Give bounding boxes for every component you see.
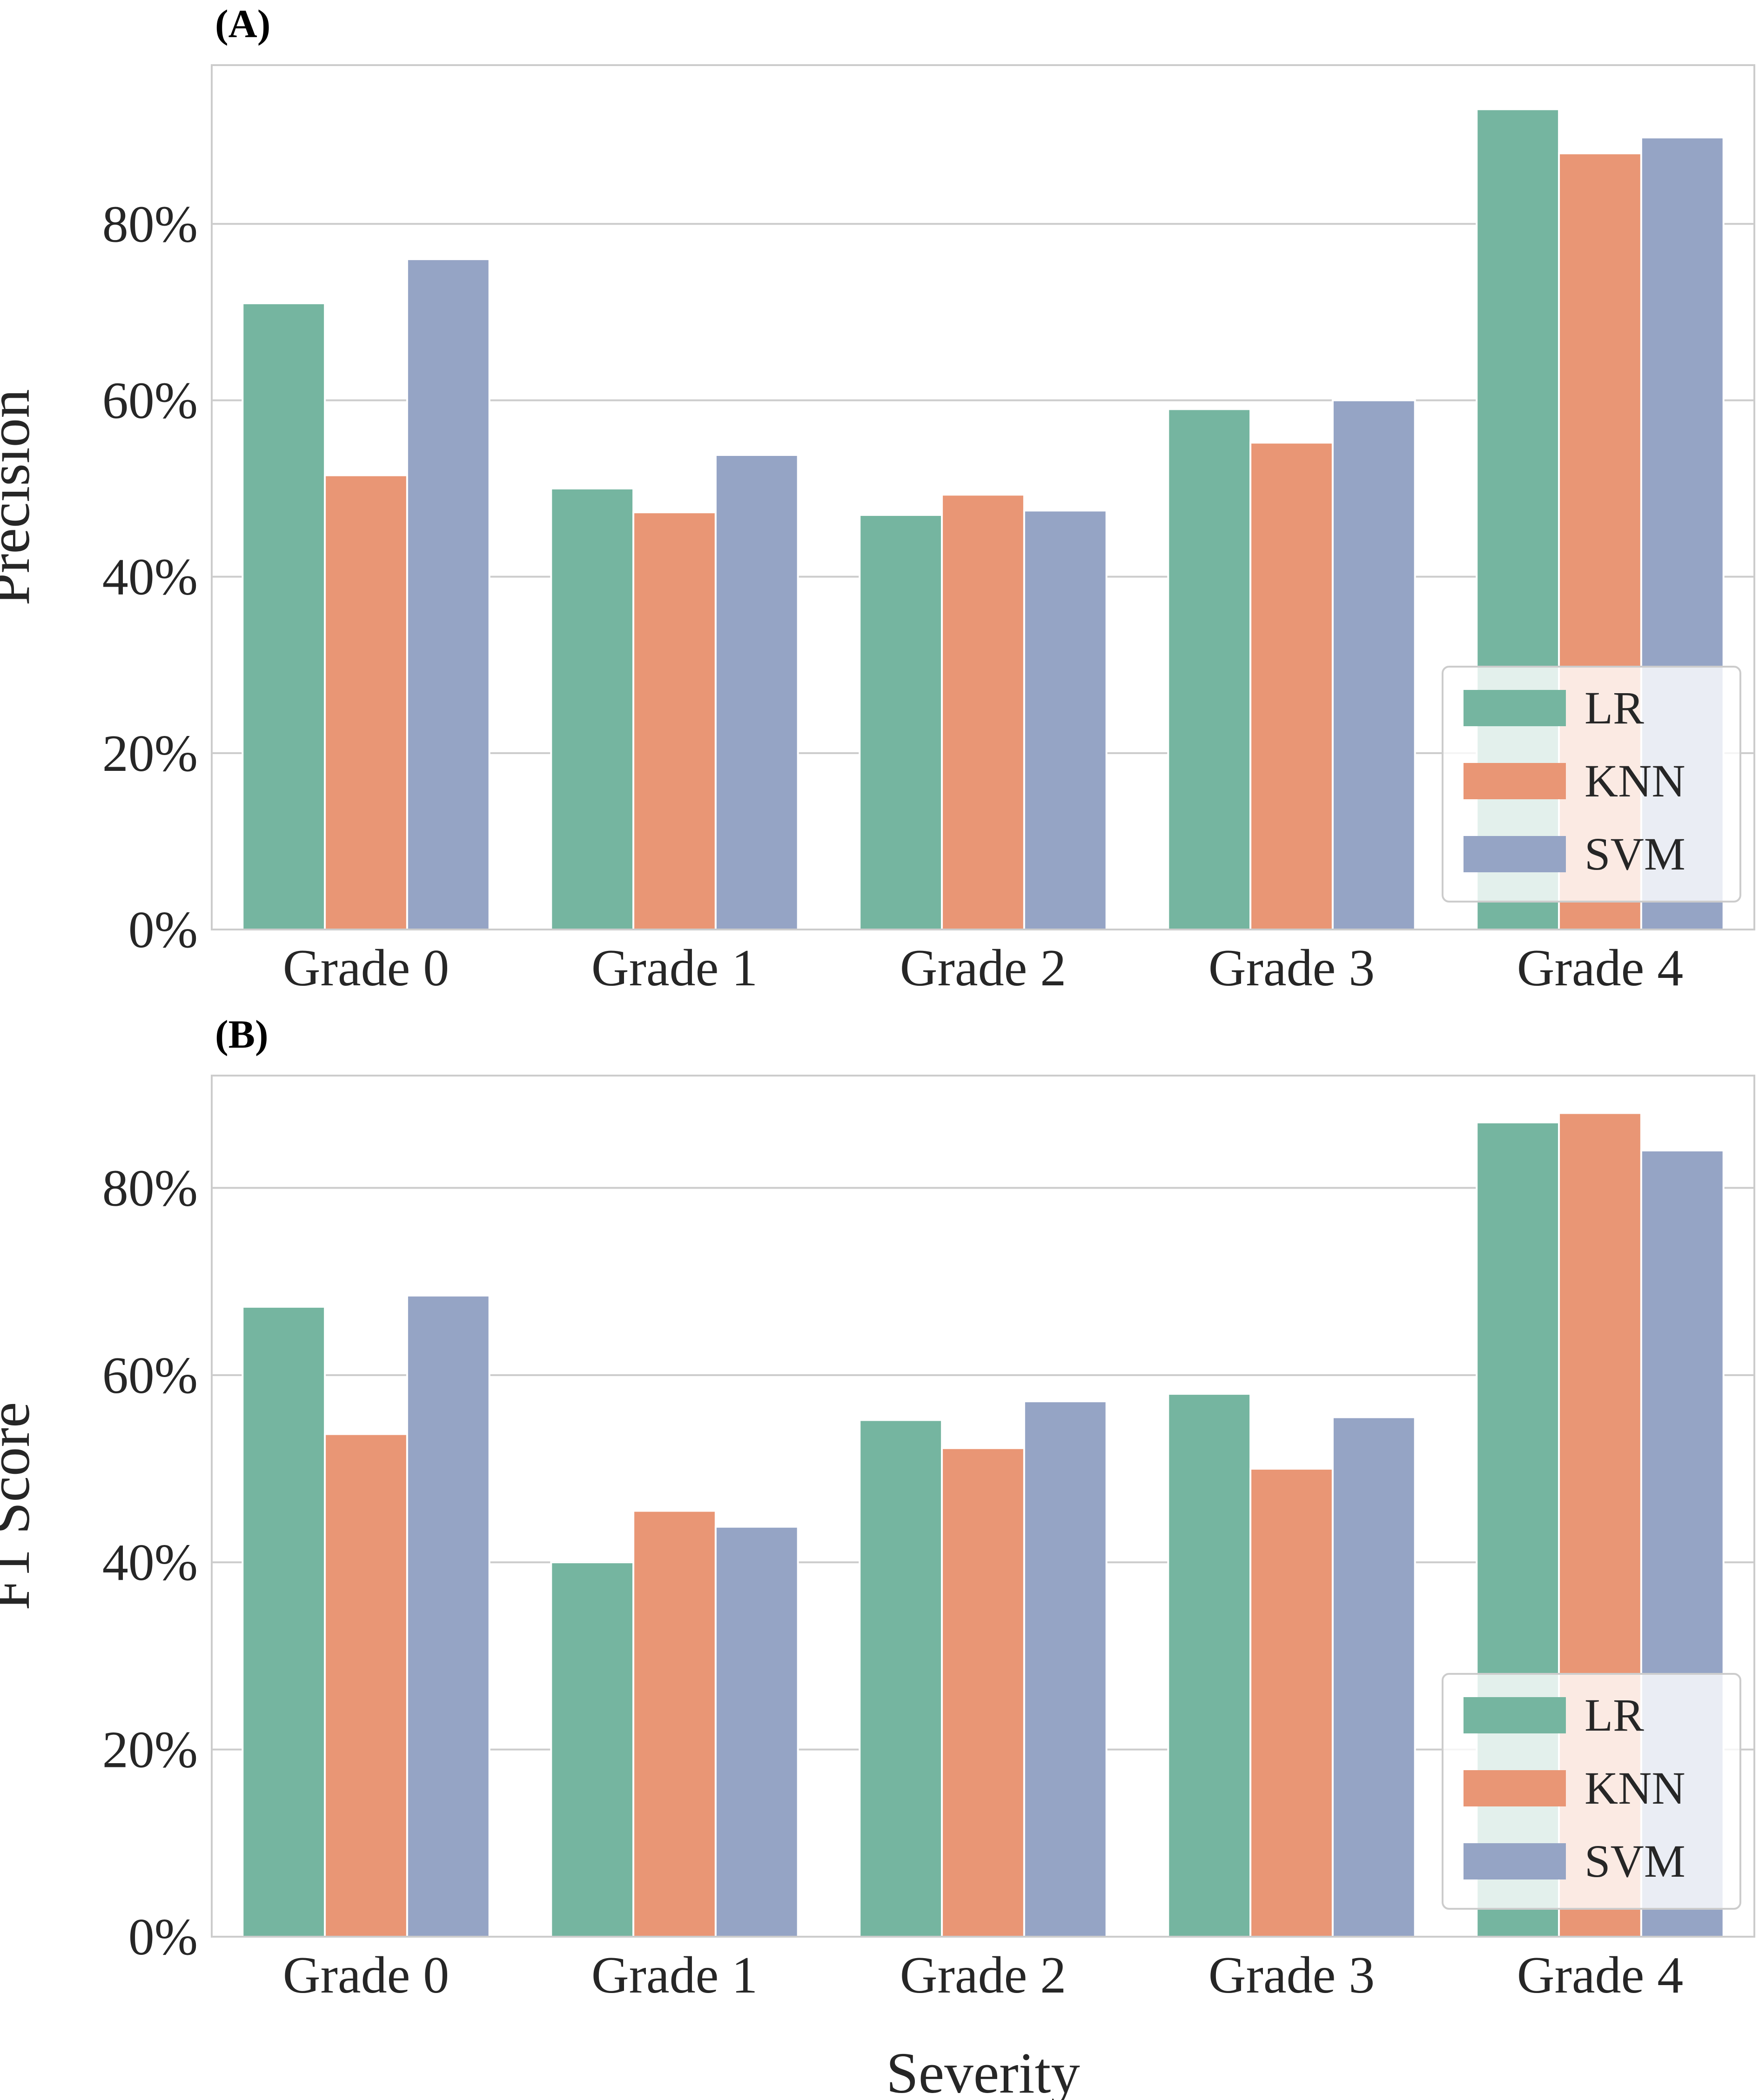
panel-b-bar-svm-grade-1	[714, 1525, 799, 1938]
panel-b-label: (B)	[215, 1012, 269, 1057]
panel-b-legend-swatch-lr	[1464, 1697, 1566, 1733]
panel-b-bar-knn-grade-1	[632, 1510, 717, 1938]
panel-b-bar-knn-grade-0	[324, 1433, 408, 1938]
panel-a-legend: LR KNN SVM	[1442, 666, 1741, 903]
panel-b-legend-swatch-knn	[1464, 1770, 1566, 1806]
panel-b-bar-lr-grade-1	[550, 1561, 635, 1938]
panel-a-bar-knn-grade-3	[1249, 441, 1334, 931]
panel-b-bar-lr-grade-0	[242, 1305, 326, 1938]
panel-a-legend-label-knn: KNN	[1584, 755, 1685, 807]
panel-b-bar-svm-grade-3	[1331, 1416, 1416, 1938]
panel-a-xtick-label: Grade 4	[1517, 939, 1684, 997]
panel-b-f1-score-chart: 0% 20% 40% 60% 80% Grade 0 Grade 1 Grade 2 Grade…	[0, 1012, 1755, 2100]
panel-b-bar-svm-grade-0	[406, 1294, 490, 1938]
panel-a-bar-svm-grade-0	[406, 258, 490, 930]
panel-b-plot-frame	[211, 1075, 1755, 1938]
panel-a-plot-frame	[211, 64, 1755, 930]
panel-b-xtick-label: Grade 1	[591, 1946, 758, 2004]
panel-a-bar-lr-grade-2	[859, 514, 943, 930]
panel-a-xtick-label: Grade 3	[1208, 939, 1375, 997]
panel-a-ytick-label: 0%	[128, 901, 198, 959]
panel-b-legend-swatch-svm	[1464, 1843, 1566, 1879]
panel-b-bar-svm-grade-2	[1023, 1400, 1108, 1938]
panel-a-legend-label-lr: LR	[1584, 682, 1644, 734]
panel-b-legend-label-lr: LR	[1584, 1689, 1644, 1741]
panel-b-legend-label-knn: KNN	[1584, 1762, 1685, 1814]
panel-b-ytick-label: 60%	[102, 1347, 198, 1404]
panel-b-xtick-label: Grade 4	[1517, 1946, 1684, 2004]
panel-a-bar-lr-grade-0	[242, 302, 326, 930]
panel-a-legend-swatch-knn	[1464, 763, 1566, 799]
panel-b-legend-label-svm: SVM	[1584, 1835, 1685, 1887]
panel-a-bar-knn-grade-1	[632, 511, 717, 930]
panel-b-legend: LR KNN SVM	[1442, 1673, 1741, 1910]
panel-b-x-axis-title: Severity	[886, 2041, 1080, 2100]
panel-a-ytick-label: 20%	[102, 725, 198, 782]
panel-b-bar-knn-grade-3	[1249, 1468, 1334, 1938]
panel-b-bar-knn-grade-2	[941, 1447, 1025, 1938]
panel-a-ytick-label: 60%	[102, 372, 198, 429]
panel-a-ytick-label: 40%	[102, 548, 198, 606]
panel-b-bar-lr-grade-2	[859, 1419, 943, 1938]
panel-b-ytick-label: 0%	[128, 1908, 198, 1966]
panel-a-legend-swatch-lr	[1464, 690, 1566, 726]
panel-a-bar-knn-grade-2	[941, 494, 1025, 930]
panel-a-legend-swatch-svm	[1464, 836, 1566, 872]
panel-a-bar-svm-grade-1	[714, 454, 799, 930]
panel-b-ytick-label: 40%	[102, 1534, 198, 1592]
panel-a-bar-svm-grade-3	[1331, 399, 1416, 930]
panel-b-xtick-label: Grade 0	[283, 1946, 450, 2004]
panel-a-bar-lr-grade-3	[1167, 408, 1252, 930]
panel-a-xtick-label: Grade 0	[283, 939, 450, 997]
panel-a-legend-label-svm: SVM	[1584, 828, 1685, 880]
panel-b-bar-lr-grade-3	[1167, 1393, 1252, 1938]
panel-b-ytick-label: 20%	[102, 1721, 198, 1779]
panel-a-bar-svm-grade-2	[1023, 509, 1108, 930]
panel-a-xtick-label: Grade 1	[591, 939, 758, 997]
panel-a-bar-lr-grade-1	[550, 488, 635, 930]
panel-a-precision-chart: 0% 20% 40% 60% 80% Grade 0 Grade 1 Grade 2 Grade…	[0, 1, 1755, 997]
panel-a-ytick-label: 80%	[102, 195, 198, 253]
panel-b-ytick-label: 80%	[102, 1159, 198, 1217]
panel-a-label: (A)	[215, 1, 270, 46]
panel-a-y-axis-title: Precision	[0, 389, 42, 605]
panel-a-xtick-label: Grade 2	[900, 939, 1067, 997]
panel-b-y-axis-title: F1 Score	[0, 1402, 42, 1611]
panel-b-xtick-label: Grade 3	[1208, 1946, 1375, 2004]
panel-a-bar-knn-grade-0	[324, 474, 408, 930]
panel-b-xtick-label: Grade 2	[900, 1946, 1067, 2004]
